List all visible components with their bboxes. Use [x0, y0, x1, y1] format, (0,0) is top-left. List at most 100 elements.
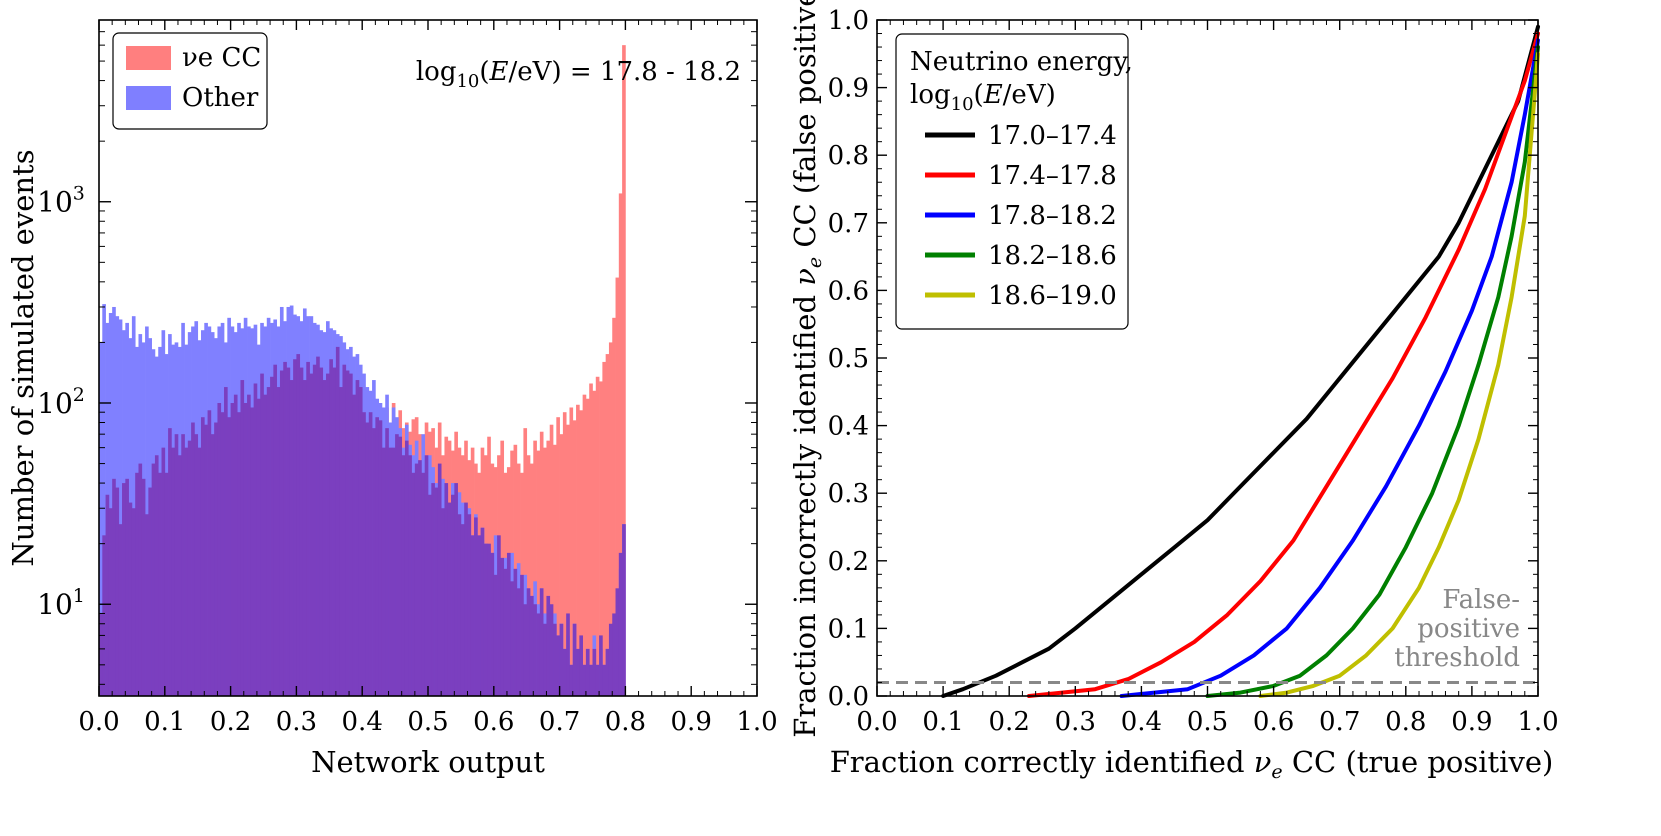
histogram-bar	[411, 472, 416, 696]
legend-title: log10(E/eV)	[910, 80, 1056, 115]
histogram-panel: 0.0 0.1 0.2 0.3 0.4 0.5 0.6 0.7 0.8 0.9 1.0 101 102 1…	[6, 19, 778, 779]
histogram-bar	[510, 581, 514, 696]
x-tick-label: 0.8	[605, 707, 646, 737]
histogram-bar	[434, 487, 439, 696]
histogram-bar	[477, 535, 481, 696]
histogram-bar	[171, 447, 176, 696]
histogram-bar	[115, 487, 120, 696]
histogram-bar	[158, 472, 162, 696]
histogram-bar	[204, 424, 208, 696]
x-tick-label: 0.7	[1319, 707, 1360, 737]
histogram-bar	[424, 455, 429, 696]
histogram-bar	[99, 613, 103, 696]
y-tick-label: 101	[37, 585, 85, 621]
legend-label: Other	[182, 83, 259, 113]
y-tick-label: 0.0	[828, 682, 869, 712]
x-tick-label: 0.5	[1187, 707, 1228, 737]
x-tick-label: 1.0	[1517, 707, 1558, 737]
histogram-bar	[108, 508, 113, 696]
histogram-bar	[487, 543, 491, 696]
y-tick-label: 0.3	[828, 479, 869, 509]
x-tick-label: 0.0	[856, 707, 897, 737]
histogram-bar	[506, 552, 511, 696]
histogram-bar	[177, 455, 182, 696]
histogram-bar	[605, 354, 610, 696]
histogram-bar	[444, 483, 449, 696]
histogram-bar	[266, 387, 271, 696]
histogram-bar	[457, 514, 462, 696]
histogram-bar	[200, 417, 205, 696]
histogram-bar	[339, 387, 343, 696]
y-tick-label: 0.2	[828, 547, 869, 577]
histogram-bar	[447, 502, 452, 696]
histogram-bar	[579, 410, 583, 696]
histogram-bar	[401, 455, 406, 696]
histogram-bar	[118, 319, 123, 696]
histogram-bar	[622, 524, 626, 696]
x-tick-label: 1.0	[736, 707, 777, 737]
histogram-bar	[102, 535, 106, 696]
histogram-bar	[622, 45, 626, 696]
histogram-bar	[181, 434, 185, 696]
histogram-bar	[164, 472, 169, 696]
legend-label: 17.8–18.2	[988, 201, 1117, 231]
histogram-bar	[615, 277, 620, 696]
legend-label: νe CC	[182, 43, 261, 73]
roc-curve-line	[941, 24, 1540, 698]
x-tick-label: 0.4	[342, 707, 383, 737]
y-tick-label: 0.4	[828, 412, 869, 442]
energy-range-annotation: log10(E/eV) = 17.8 - 18.2	[416, 57, 741, 92]
histogram-bar	[131, 508, 136, 696]
histogram-bar	[612, 317, 616, 696]
histogram-legend: νe CC Other	[112, 32, 268, 130]
roc-curve-line	[1027, 31, 1540, 698]
histogram-bar	[536, 450, 541, 696]
histogram-bar	[608, 342, 613, 696]
histogram-bar	[240, 380, 245, 696]
histogram-bar	[529, 463, 534, 696]
histogram-bar	[516, 588, 521, 696]
histogram-bar	[237, 412, 241, 696]
histogram-bar	[562, 412, 567, 696]
histogram-bar	[122, 483, 126, 696]
histogram-bar	[378, 420, 383, 696]
histogram-bar	[605, 648, 610, 696]
histogram-bar	[302, 380, 307, 696]
histogram-bar	[467, 514, 472, 696]
histogram-bar	[279, 370, 284, 696]
histogram-bar	[233, 394, 238, 696]
histogram-bar	[618, 193, 623, 697]
histogram-bar	[388, 447, 393, 696]
histogram-bar	[421, 472, 426, 696]
histogram-bar	[145, 326, 149, 696]
histogram-bar	[365, 422, 370, 696]
histogram-y-axis-label: Number of simulated events	[6, 149, 40, 566]
x-tick-label: 0.6	[473, 707, 514, 737]
histogram-bar	[329, 359, 333, 696]
histogram-bar	[362, 412, 366, 696]
histogram-bar	[460, 524, 465, 696]
threshold-label-line: positive	[1417, 614, 1520, 644]
histogram-bar	[559, 434, 564, 696]
histogram-bar	[263, 394, 268, 696]
histogram-bar	[612, 613, 616, 696]
histogram-bar	[454, 483, 458, 696]
histogram-bar	[414, 463, 419, 696]
histogram-bar	[148, 487, 152, 696]
histogram-bar	[296, 354, 301, 696]
histogram-bar	[145, 514, 149, 696]
histogram-bar	[125, 478, 129, 696]
histogram-x-axis-label: Network output	[311, 745, 545, 779]
histogram-bar	[428, 494, 432, 696]
histogram-bar	[579, 635, 583, 696]
histogram-bar	[493, 574, 498, 696]
histogram-bar	[595, 664, 600, 696]
x-tick-label: 0.9	[1451, 707, 1492, 737]
histogram-bar	[599, 635, 603, 696]
histogram-bar	[395, 434, 399, 696]
histogram-bar	[391, 447, 396, 696]
histogram-bar	[299, 367, 304, 696]
histogram-bar	[576, 404, 580, 696]
histogram-bar	[316, 356, 320, 696]
histogram-bar	[602, 361, 607, 696]
